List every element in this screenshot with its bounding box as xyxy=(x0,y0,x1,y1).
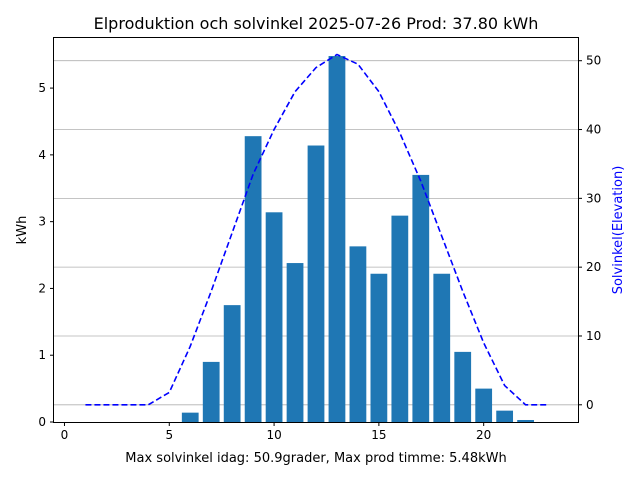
bar xyxy=(244,136,262,422)
y2-tick-label: 0 xyxy=(586,398,594,412)
bar xyxy=(454,351,472,422)
y-tick-label: 3 xyxy=(38,215,46,229)
x-tick-label: 0 xyxy=(61,428,69,442)
x-axis-label: Max solvinkel idag: 50.9grader, Max prod… xyxy=(125,451,506,466)
y-tick-label: 2 xyxy=(38,281,46,295)
bar xyxy=(349,246,367,422)
bar xyxy=(202,361,220,422)
bar xyxy=(223,305,241,422)
elevation-line xyxy=(85,53,547,406)
y-tick-label: 1 xyxy=(38,348,46,362)
bar xyxy=(391,215,409,422)
y2-tick-label: 40 xyxy=(586,123,601,137)
bar xyxy=(286,263,304,422)
y2-tick-label: 50 xyxy=(586,54,601,68)
plot-frame xyxy=(53,37,579,423)
bar xyxy=(517,419,534,422)
bar xyxy=(328,56,346,422)
bar xyxy=(412,174,430,422)
y-tick-label: 0 xyxy=(38,415,46,429)
y-axis-label: kWh xyxy=(15,216,30,245)
bars-layer xyxy=(181,56,534,422)
bar xyxy=(433,273,451,422)
x-tick-label: 5 xyxy=(165,428,173,442)
chart-title: Elproduktion och solvinkel 2025-07-26 Pr… xyxy=(94,14,539,33)
y-tick-label: 4 xyxy=(38,148,46,162)
x-tick-label: 15 xyxy=(371,428,386,442)
elevation-layer xyxy=(85,53,547,406)
x-axis-ticks: 0 5 10 15 20 xyxy=(61,422,491,442)
bar xyxy=(496,410,514,422)
x-tick-label: 10 xyxy=(266,428,281,442)
bar xyxy=(181,412,199,422)
y-tick-label: 5 xyxy=(38,81,46,95)
y2-tick-label: 10 xyxy=(586,329,601,343)
y2-axis-ticks: 0 10 20 30 40 50 xyxy=(578,54,601,412)
bar xyxy=(307,145,325,422)
y2-tick-label: 30 xyxy=(586,191,601,205)
bar xyxy=(475,388,493,422)
bar xyxy=(265,212,283,422)
x-tick-label: 20 xyxy=(476,428,491,442)
bar xyxy=(370,273,388,422)
y-axis-ticks: 0 1 2 3 4 5 xyxy=(38,81,54,429)
y2-axis-label: Solvinkel(Elevation) xyxy=(611,166,626,295)
y2-tick-label: 20 xyxy=(586,260,601,274)
